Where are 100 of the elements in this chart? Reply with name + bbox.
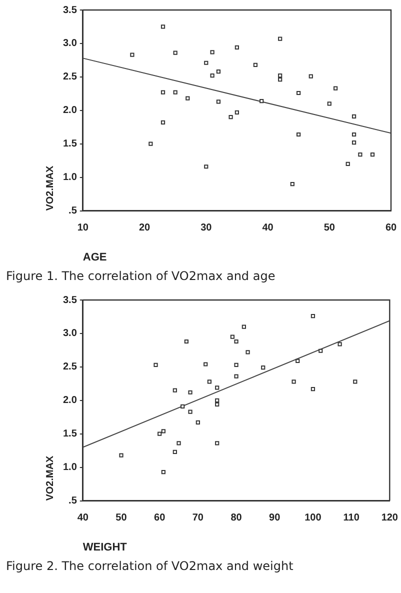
point bbox=[290, 182, 294, 186]
x-tick-label: 110 bbox=[343, 512, 360, 524]
point bbox=[160, 90, 166, 94]
x-tick-label: 10 bbox=[77, 222, 89, 234]
point bbox=[278, 78, 282, 82]
caption: Figure 1. The correlation of VO2max and age bbox=[5, 268, 276, 285]
point bbox=[230, 334, 234, 339]
point bbox=[196, 420, 200, 425]
y-tick-label: 1.5 bbox=[62, 428, 78, 440]
x-tick-label: 80 bbox=[230, 512, 242, 524]
caption: Figure 2. The correlation of VO2max and weight bbox=[5, 558, 294, 575]
y-tick-label: 3.5 bbox=[62, 4, 78, 16]
point bbox=[253, 62, 258, 67]
point bbox=[370, 152, 375, 157]
point bbox=[353, 380, 358, 384]
y-axis-title: VO2.MAX bbox=[44, 455, 56, 501]
point bbox=[148, 142, 153, 146]
point bbox=[173, 50, 178, 55]
x-tick-label: 90 bbox=[269, 512, 281, 524]
point bbox=[338, 342, 342, 346]
y-tick-label: 2.5 bbox=[62, 72, 78, 83]
point bbox=[204, 362, 208, 366]
x-tick-label: 60 bbox=[154, 512, 166, 524]
y-tick-label: 2.0 bbox=[62, 395, 78, 406]
point bbox=[246, 350, 250, 354]
x-axis-title: WEIGHT bbox=[82, 541, 128, 554]
point bbox=[292, 380, 296, 384]
x-tick-label: 30 bbox=[200, 222, 212, 234]
point bbox=[176, 441, 181, 446]
point bbox=[261, 366, 266, 370]
point bbox=[352, 132, 356, 137]
y-tick-label: 2.5 bbox=[62, 362, 78, 373]
y-tick-label: 1.0 bbox=[62, 172, 78, 184]
point bbox=[180, 404, 185, 408]
point bbox=[188, 410, 192, 414]
point bbox=[184, 339, 188, 344]
point bbox=[310, 386, 316, 392]
point bbox=[130, 52, 134, 57]
point bbox=[154, 362, 158, 367]
point bbox=[160, 120, 166, 125]
point bbox=[327, 102, 332, 106]
point bbox=[161, 470, 166, 474]
point bbox=[260, 98, 264, 104]
point bbox=[308, 74, 313, 78]
point bbox=[215, 402, 220, 406]
point bbox=[172, 388, 177, 392]
point bbox=[234, 45, 240, 50]
point bbox=[242, 324, 246, 329]
point bbox=[207, 380, 212, 384]
y-tick-label: 1.0 bbox=[62, 462, 78, 474]
y-tick-label: .5 bbox=[68, 496, 78, 507]
y-tick-label: 3.0 bbox=[62, 328, 78, 340]
point bbox=[204, 164, 208, 169]
point bbox=[333, 86, 338, 90]
point bbox=[234, 362, 238, 367]
x-axis-title: AGE bbox=[82, 251, 107, 264]
y-tick-label: .5 bbox=[68, 206, 78, 217]
y-tick-label: 1.5 bbox=[62, 138, 78, 150]
point bbox=[210, 74, 214, 78]
x-tick-label: 40 bbox=[262, 222, 274, 234]
point bbox=[234, 339, 238, 344]
y-tick-label: 3.5 bbox=[62, 294, 78, 306]
point bbox=[186, 96, 190, 100]
point bbox=[278, 74, 282, 78]
point bbox=[228, 115, 233, 120]
point bbox=[296, 358, 300, 363]
point bbox=[234, 374, 238, 378]
point bbox=[234, 110, 240, 114]
point bbox=[358, 152, 362, 157]
x-tick-label: 50 bbox=[116, 512, 128, 524]
point bbox=[215, 441, 220, 446]
point bbox=[119, 453, 124, 458]
y-axis-title: VO2.MAX bbox=[44, 165, 56, 211]
point bbox=[215, 398, 220, 402]
point bbox=[160, 24, 166, 29]
x-tick-label: 120 bbox=[381, 512, 398, 524]
point bbox=[352, 114, 356, 118]
y-tick-label: 3.0 bbox=[62, 38, 78, 50]
point bbox=[210, 50, 214, 54]
x-tick-label: 40 bbox=[77, 512, 89, 524]
point bbox=[215, 386, 220, 390]
point bbox=[216, 100, 221, 104]
x-tick-label: 50 bbox=[324, 222, 336, 234]
point bbox=[216, 70, 221, 74]
point bbox=[296, 132, 301, 137]
x-tick-label: 20 bbox=[138, 222, 151, 234]
point bbox=[346, 162, 350, 166]
x-tick-label: 100 bbox=[304, 512, 322, 524]
point bbox=[188, 390, 192, 394]
point bbox=[296, 90, 301, 96]
point bbox=[278, 36, 282, 41]
point bbox=[310, 314, 316, 318]
point bbox=[158, 432, 162, 436]
x-tick-label: 70 bbox=[192, 512, 204, 524]
point bbox=[172, 450, 177, 454]
point bbox=[173, 90, 178, 94]
x-tick-label: 60 bbox=[385, 222, 397, 234]
point bbox=[161, 429, 166, 434]
point bbox=[204, 60, 208, 65]
point bbox=[352, 140, 356, 145]
